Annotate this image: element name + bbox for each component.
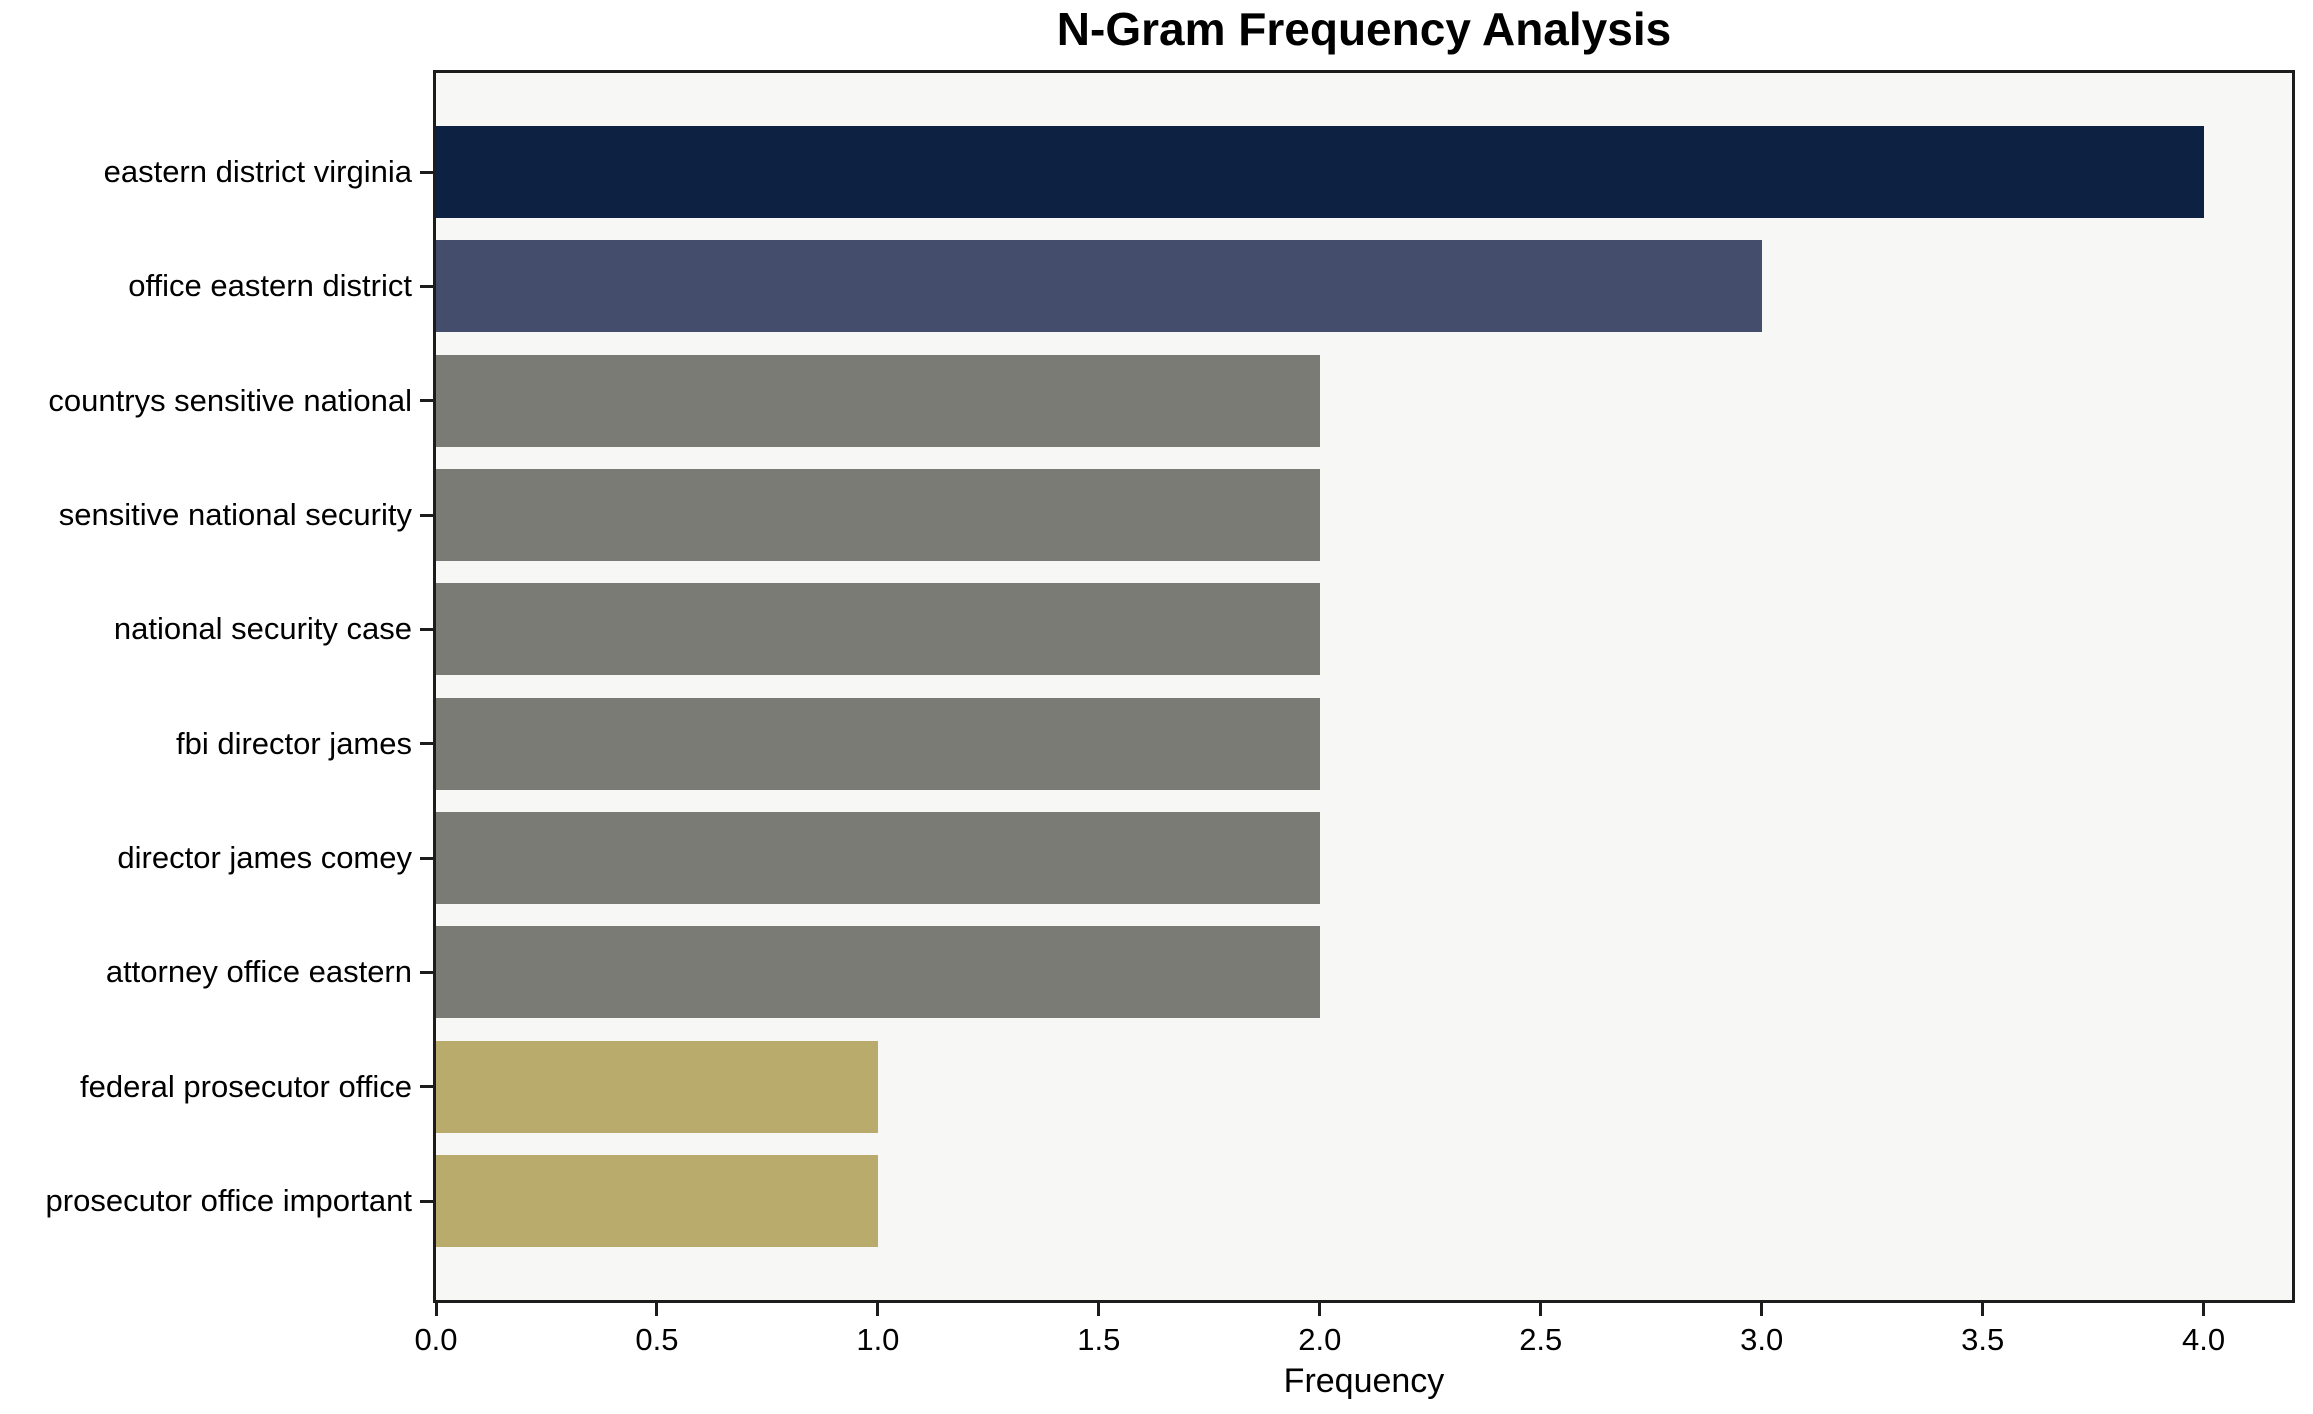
bar-office-eastern-district xyxy=(436,240,1762,333)
x-tick-label: 4.0 xyxy=(2182,1322,2226,1357)
y-tick-mark xyxy=(420,513,433,517)
y-tick-label: eastern district virginia xyxy=(103,154,412,189)
x-tick-label: 1.0 xyxy=(856,1322,900,1357)
y-tick-label: sensitive national security xyxy=(58,497,412,533)
y-tick-mark xyxy=(420,284,433,288)
y-tick-mark xyxy=(420,170,433,174)
x-tick-label: 0.5 xyxy=(635,1322,679,1357)
x-tick-mark xyxy=(1097,1303,1101,1316)
y-tick-label: countrys sensitive national xyxy=(48,382,412,418)
x-tick-mark xyxy=(2202,1303,2206,1316)
bar-attorney-office-eastern xyxy=(436,926,1320,1019)
y-tick-mark xyxy=(420,856,433,860)
y-tick-mark xyxy=(420,742,433,746)
y-tick-label: fbi director james xyxy=(175,725,412,761)
y-tick-label: director james comey xyxy=(117,840,412,876)
bar-eastern-district-virginia xyxy=(436,126,2204,218)
y-tick-label: prosecutor office important xyxy=(45,1183,412,1219)
bar-prosecutor-office-important xyxy=(436,1155,878,1248)
x-tick-label: 2.5 xyxy=(1519,1322,1563,1357)
x-tick-label: 0.0 xyxy=(414,1322,458,1357)
bar-sensitive-national-security xyxy=(436,469,1320,562)
x-tick-mark xyxy=(876,1303,880,1316)
bar-countrys-sensitive-national xyxy=(436,354,1320,447)
x-tick-mark xyxy=(1539,1303,1543,1316)
x-tick-label: 3.5 xyxy=(1961,1322,2005,1357)
x-tick-label: 1.5 xyxy=(1077,1322,1121,1357)
x-tick-mark xyxy=(1760,1303,1764,1316)
y-tick-mark xyxy=(420,1199,433,1203)
chart-title: N-Gram Frequency Analysis xyxy=(1056,3,1672,55)
x-tick-mark xyxy=(1981,1303,1985,1316)
x-tick-mark xyxy=(1318,1303,1322,1316)
bar-national-security-case xyxy=(436,583,1320,676)
bar-fbi-director-james xyxy=(436,697,1320,790)
x-tick-label: 2.0 xyxy=(1298,1322,1342,1357)
plot-area xyxy=(433,70,2295,1303)
bar-director-james-comey xyxy=(436,812,1320,905)
y-tick-mark xyxy=(420,1085,433,1089)
y-tick-label: national security case xyxy=(113,611,412,647)
x-tick-mark xyxy=(655,1303,659,1316)
y-tick-label: federal prosecutor office xyxy=(79,1068,412,1104)
x-tick-label: 3.0 xyxy=(1740,1322,1784,1357)
x-tick-mark xyxy=(434,1303,438,1316)
y-tick-label: office eastern district xyxy=(128,268,412,304)
y-tick-mark xyxy=(420,627,433,631)
x-axis-title: Frequency xyxy=(1283,1362,1445,1400)
y-tick-mark xyxy=(420,970,433,974)
y-tick-mark xyxy=(420,399,433,403)
bar-federal-prosecutor-office xyxy=(436,1040,878,1133)
y-tick-label: attorney office eastern xyxy=(105,954,412,990)
